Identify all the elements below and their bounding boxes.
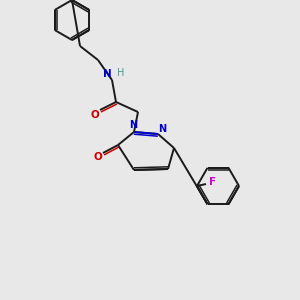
Text: O: O bbox=[94, 152, 102, 162]
Text: N: N bbox=[129, 120, 137, 130]
Text: N: N bbox=[103, 69, 111, 79]
Text: H: H bbox=[117, 68, 125, 78]
Text: F: F bbox=[209, 177, 217, 187]
Text: N: N bbox=[158, 124, 166, 134]
Text: O: O bbox=[91, 110, 99, 120]
